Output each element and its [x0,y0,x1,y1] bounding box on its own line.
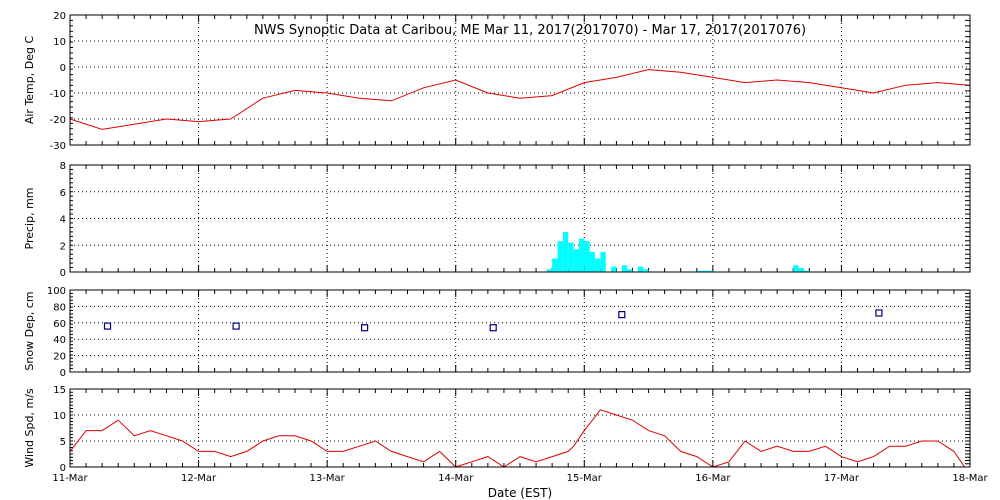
y-axis-label: Air Temp, Deg C [23,36,36,125]
precip-bar [584,241,590,272]
y-tick-label: 0 [60,268,66,279]
y-tick-label: 0 [60,368,66,379]
y-axis-label: Wind Spd, m/s [23,388,36,468]
wind-speed-line [69,409,966,468]
precip-bar [702,270,708,272]
y-tick-label: 100 [47,286,66,297]
air-temp-line [69,69,970,130]
snow-depth-point [618,311,626,319]
y-tick-label: 10 [53,411,66,422]
y-tick-label: 40 [53,335,66,346]
x-tick-label: 18-Mar [952,473,988,484]
panel-1: 8 6 4 2 0 Precip, mm [23,161,971,279]
x-tick-label: 14-Mar [438,473,474,484]
precip-bar [552,258,558,272]
precip-bar [696,270,703,272]
y-axis-label: Precip, mm [23,188,36,250]
precip-bar [595,258,601,272]
x-tick-label: 13-Mar [310,473,346,484]
precip-bar [793,265,799,272]
precip-bar [546,269,553,272]
x-axis-label: Date (EST) [488,486,552,500]
snow-depth-point [875,309,883,317]
panel-0: 20 10 0 -10 -20 -30 Air Temp, Deg C [23,11,971,152]
precip-bar [573,249,579,272]
y-tick-label: 80 [53,302,66,313]
precip-bar [557,241,563,272]
x-tick-label: 11-Mar [52,473,88,484]
y-tick-label: 60 [53,319,66,330]
x-tick-label: 16-Mar [695,473,731,484]
x-tick-label: 15-Mar [567,473,603,484]
y-tick-label: 8 [60,161,66,172]
precip-bar [589,251,595,272]
panel-frame [69,164,971,273]
precip-bar [621,265,628,272]
y-tick-label: 4 [60,215,66,226]
y-tick-label: 20 [53,11,66,22]
precip-bar [637,266,644,272]
x-tick-label: 17-Mar [824,473,860,484]
y-tick-label: 5 [60,437,66,448]
y-tick-label: 6 [60,188,66,199]
y-tick-label: 2 [60,241,66,252]
panel-3: 15 10 5 0 Wind Spd, m/s [23,385,971,474]
precip-bar [568,242,574,272]
y-tick-label: -20 [50,115,66,126]
snow-depth-point [232,322,240,330]
precip-bar [803,270,810,272]
panel-frame [69,388,971,468]
y-tick-label: 0 [60,63,66,74]
y-tick-label: 10 [53,37,66,48]
y-tick-label: 15 [53,385,66,396]
y-tick-label: -30 [50,141,66,152]
precip-bar [562,231,569,272]
precip-bar [627,269,633,272]
y-tick-label: 0 [60,463,66,474]
precip-bar [707,270,713,272]
snow-depth-point [361,324,369,332]
precip-bar [578,238,585,272]
y-axis-label: Snow Dep, cm [23,291,36,370]
x-tick-labels: 11-Mar 12-Mar 13-Mar 14-Mar 15-Mar 16-Mar 17-M… [52,473,988,484]
panel-frame [69,14,971,146]
y-tick-label: 20 [53,352,66,363]
precip-bar [611,266,617,272]
precip-bar [600,251,606,272]
chart-title: NWS Synoptic Data at Caribou, ME Mar 11,… [254,23,806,38]
precip-bar [643,269,649,272]
precip-bar [798,268,804,272]
snow-depth-point [103,322,112,330]
panel-2: 100 80 60 40 20 0 Snow Dep, cm [23,286,971,379]
x-tick-label: 12-Mar [181,473,217,484]
y-tick-label: -10 [50,89,66,100]
panel-frame [69,289,971,373]
snow-depth-point [489,324,497,332]
